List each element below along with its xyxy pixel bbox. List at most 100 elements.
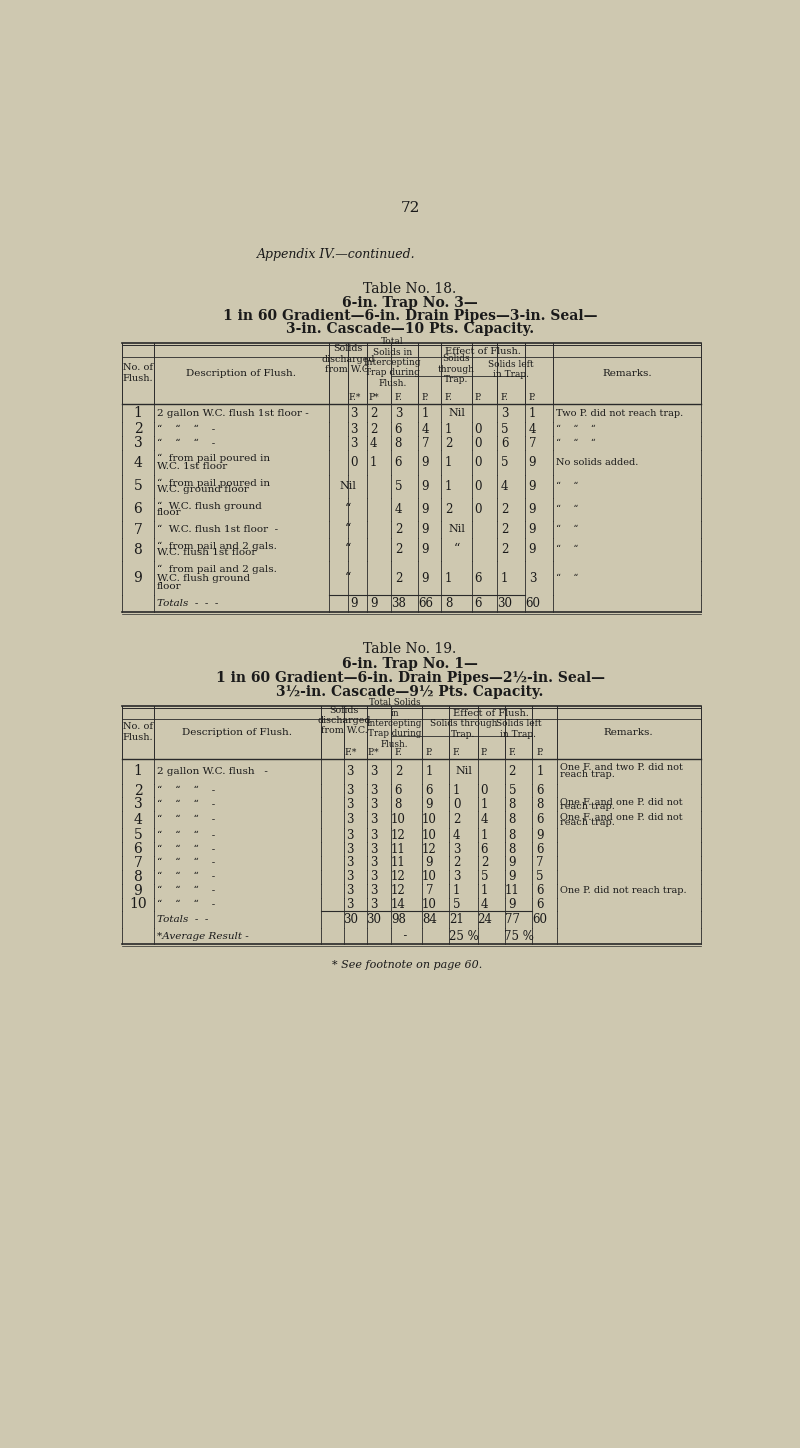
Text: F.: F. (394, 394, 402, 403)
Text: 2: 2 (394, 543, 402, 556)
Text: 3: 3 (134, 436, 142, 450)
Text: 1 in 60 Gradient—6-in. Drain Pipes—2½-in. Seal—: 1 in 60 Gradient—6-in. Drain Pipes—2½-in… (215, 670, 605, 685)
Text: 11: 11 (391, 843, 406, 856)
Text: 5: 5 (394, 479, 402, 492)
Text: “: “ (345, 572, 351, 585)
Text: P.: P. (426, 749, 433, 757)
Text: “    “: “ “ (556, 482, 578, 491)
Text: 9: 9 (422, 479, 430, 492)
Text: 8: 8 (509, 814, 516, 827)
Text: 0: 0 (474, 437, 482, 450)
Text: 0: 0 (453, 798, 460, 811)
Text: 3: 3 (370, 856, 378, 869)
Text: Description of Flush.: Description of Flush. (182, 727, 292, 737)
Text: 6: 6 (134, 502, 142, 517)
Text: *Average Result -: *Average Result - (157, 931, 248, 941)
Text: Solids
discharged
from W.C.: Solids discharged from W.C. (322, 345, 374, 374)
Text: 6: 6 (394, 783, 402, 796)
Text: 3-in. Cascade—10 Pts. Capacity.: 3-in. Cascade—10 Pts. Capacity. (286, 323, 534, 336)
Text: 8: 8 (134, 543, 142, 556)
Text: 6: 6 (394, 423, 402, 436)
Text: P.: P. (537, 749, 544, 757)
Text: * See footnote on page 60.: * See footnote on page 60. (333, 960, 482, 970)
Text: 3: 3 (346, 856, 354, 869)
Text: 2: 2 (481, 856, 488, 869)
Text: 3: 3 (350, 423, 358, 436)
Text: 1: 1 (481, 828, 488, 841)
Text: One F. and two P. did not: One F. and two P. did not (559, 763, 682, 772)
Text: 9: 9 (422, 523, 430, 536)
Text: 1: 1 (445, 479, 453, 492)
Text: 2: 2 (453, 856, 460, 869)
Text: “    “    “    -: “ “ “ - (157, 831, 215, 840)
Text: 84: 84 (422, 914, 437, 927)
Text: “    “    “    -: “ “ “ - (157, 786, 215, 795)
Text: 4: 4 (422, 423, 430, 436)
Text: F.*: F.* (348, 394, 360, 403)
Text: 10: 10 (422, 828, 437, 841)
Text: “    “    “    -: “ “ “ - (157, 815, 215, 824)
Text: P*: P* (368, 394, 379, 403)
Text: 0: 0 (474, 456, 482, 469)
Text: 1: 1 (453, 885, 460, 898)
Text: 8: 8 (509, 798, 516, 811)
Text: 3: 3 (346, 870, 354, 883)
Text: “  W.C. flush ground: “ W.C. flush ground (157, 501, 262, 511)
Text: “    “: “ “ (556, 526, 578, 534)
Text: 11: 11 (391, 856, 406, 869)
Text: Nil: Nil (455, 766, 472, 776)
Text: “  from pail poured in: “ from pail poured in (157, 478, 270, 488)
Text: 6: 6 (537, 783, 544, 796)
Text: 8: 8 (509, 843, 516, 856)
Text: Appendix IV.—continued.: Appendix IV.—continued. (257, 248, 416, 261)
Text: Table No. 18.: Table No. 18. (363, 282, 457, 297)
Text: 7: 7 (422, 437, 430, 450)
Text: 4: 4 (134, 456, 142, 469)
Text: 7: 7 (134, 856, 142, 870)
Text: “    “: “ “ (556, 544, 578, 555)
Text: One P. did not reach trap.: One P. did not reach trap. (559, 886, 686, 895)
Text: Nil: Nil (339, 481, 357, 491)
Text: 7: 7 (529, 437, 536, 450)
Text: 10: 10 (129, 898, 146, 911)
Text: “: “ (454, 543, 460, 556)
Text: 2: 2 (394, 572, 402, 585)
Text: “  from pail poured in: “ from pail poured in (157, 455, 270, 463)
Text: “    “    “: “ “ “ (556, 424, 595, 434)
Text: 3: 3 (346, 765, 354, 778)
Text: 2: 2 (394, 523, 402, 536)
Text: Solids left
in Trap.: Solids left in Trap. (488, 359, 534, 379)
Text: 25 %: 25 % (449, 930, 478, 943)
Text: 7: 7 (134, 523, 142, 537)
Text: 3: 3 (453, 843, 460, 856)
Text: Nil: Nil (448, 408, 465, 418)
Text: 1: 1 (445, 456, 453, 469)
Text: F.: F. (453, 749, 461, 757)
Text: 9: 9 (509, 870, 516, 883)
Text: 75 %: 75 % (503, 930, 534, 943)
Text: 1: 1 (134, 407, 142, 420)
Text: 11: 11 (505, 885, 520, 898)
Text: 1: 1 (426, 765, 433, 778)
Text: Nil: Nil (448, 524, 465, 534)
Text: W.C. ground floor: W.C. ground floor (157, 485, 249, 494)
Text: 9: 9 (350, 597, 358, 610)
Text: 9: 9 (134, 571, 142, 585)
Text: 2: 2 (509, 765, 516, 778)
Text: 3: 3 (453, 870, 460, 883)
Text: 9: 9 (529, 523, 536, 536)
Text: 1: 1 (370, 456, 378, 469)
Text: Effect of Flush.: Effect of Flush. (453, 710, 529, 718)
Text: “  W.C. flush 1st floor  -: “ W.C. flush 1st floor - (157, 526, 278, 534)
Text: 30: 30 (497, 597, 512, 610)
Text: One F. and one P. did not: One F. and one P. did not (559, 812, 682, 822)
Text: 9: 9 (509, 898, 516, 911)
Text: 0: 0 (474, 479, 482, 492)
Text: 6: 6 (134, 843, 142, 856)
Text: Totals  -  -  -: Totals - - - (157, 599, 218, 608)
Text: W.C. flush ground: W.C. flush ground (157, 573, 250, 582)
Text: 3: 3 (346, 843, 354, 856)
Text: reach trap.: reach trap. (559, 802, 614, 811)
Text: 2: 2 (501, 502, 508, 515)
Text: P.: P. (474, 394, 482, 403)
